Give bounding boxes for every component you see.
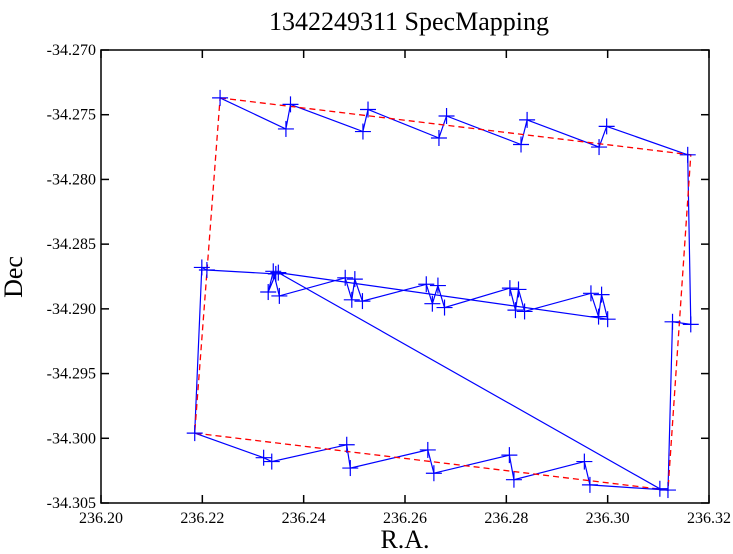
plus-marker [582, 285, 599, 302]
plus-marker [338, 436, 355, 453]
plus-marker [679, 146, 696, 163]
plus-marker [581, 476, 598, 493]
plus-marker [360, 101, 377, 118]
plus-marker [659, 482, 676, 499]
plus-marker [599, 311, 616, 328]
plus-marker [418, 276, 435, 293]
plus-marker [198, 262, 215, 279]
plus-marker [346, 271, 363, 288]
plus-marker [354, 123, 371, 140]
plus-marker [186, 425, 203, 442]
x-tick-label: 236.24 [282, 510, 326, 527]
plus-marker [260, 284, 277, 301]
blue-scan-path [194, 97, 692, 491]
y-axis-label: Dec [0, 256, 28, 298]
y-tick-label: -34.300 [47, 430, 96, 447]
x-tick-label: 236.30 [586, 510, 630, 527]
y-tick-label: -34.270 [47, 42, 96, 59]
plus-marker [282, 96, 299, 113]
x-tick-label: 236.20 [79, 510, 123, 527]
plus-marker [430, 130, 447, 147]
plus-marker [501, 280, 518, 297]
plus-marker [263, 453, 280, 470]
plus-marker [277, 120, 294, 137]
plus-marker [343, 291, 360, 308]
x-tick-label: 236.32 [687, 510, 731, 527]
y-tick-label: -34.295 [47, 366, 96, 383]
plus-marker [651, 480, 668, 497]
plus-marker [337, 269, 354, 286]
y-tick-label: -34.275 [47, 107, 96, 124]
plus-marker [255, 449, 272, 466]
x-tick-label: 236.28 [484, 510, 528, 527]
plus-marker [516, 303, 533, 320]
plus-marker [591, 139, 608, 156]
y-tick-label: -34.305 [47, 495, 96, 512]
plus-marker [576, 453, 593, 470]
plus-marker [510, 281, 527, 298]
plus-marker [342, 460, 359, 477]
y-tick-label: -34.290 [47, 301, 96, 318]
plus-marker [270, 264, 287, 281]
x-tick-label: 236.22 [180, 510, 224, 527]
plus-marker [212, 89, 229, 106]
y-tick-label: -34.285 [47, 236, 96, 253]
chart-title: 1342249311 SpecMapping [269, 7, 549, 36]
plus-marker [593, 286, 610, 303]
plus-marker [424, 295, 441, 312]
data-markers [186, 89, 699, 499]
plus-marker [438, 108, 455, 125]
plus-marker [429, 277, 446, 294]
plus-marker [519, 111, 536, 128]
plus-marker [664, 313, 681, 330]
plus-marker [271, 287, 288, 304]
plus-marker [590, 308, 607, 325]
plus-marker [505, 471, 522, 488]
plus-marker [267, 265, 284, 282]
plus-marker [507, 302, 524, 319]
plus-marker [598, 118, 615, 135]
x-axis-ticks: 236.20 236.22 236.24 236.26 236.28 236.30 236.… [79, 50, 731, 527]
plus-marker [682, 316, 699, 333]
plus-marker [501, 447, 518, 464]
x-axis-label: R.A. [380, 525, 429, 554]
plus-marker [425, 465, 442, 482]
y-tick-label: -34.280 [47, 171, 96, 188]
plus-marker [436, 299, 453, 316]
plus-marker [419, 441, 436, 458]
y-axis-ticks: -34.270 -34.275 -34.280 -34.285 -34.290 -34.2… [47, 42, 709, 512]
x-tick-label: 236.26 [383, 510, 427, 527]
plus-marker [513, 136, 530, 153]
plus-marker [354, 293, 371, 310]
